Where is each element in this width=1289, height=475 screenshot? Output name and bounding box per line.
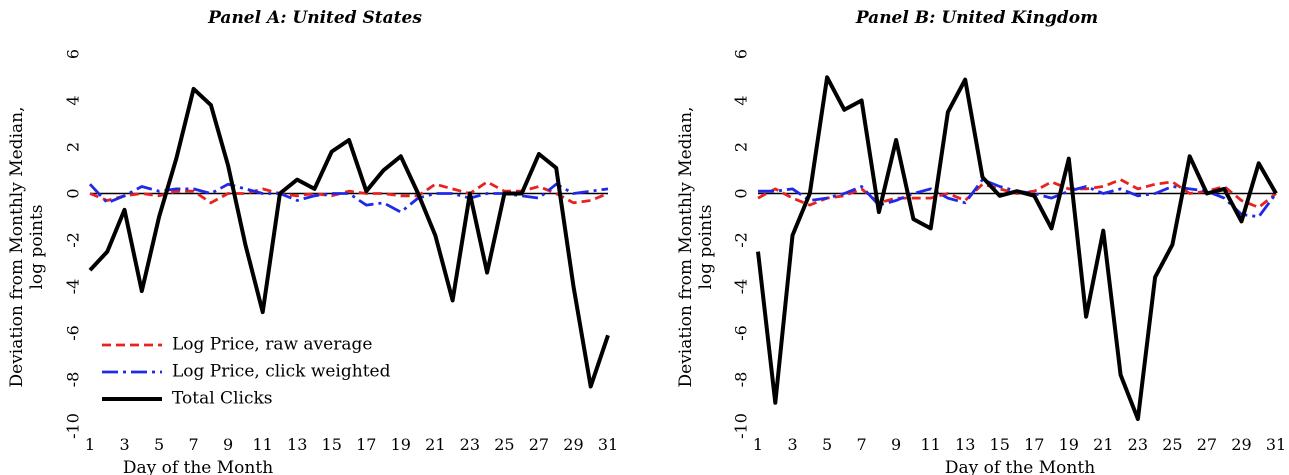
panel-a-x-tick-label: 27 xyxy=(529,435,549,454)
panel-b-title: Panel B: United Kingdom xyxy=(855,8,1098,28)
panel-a-x-tick-label: 31 xyxy=(598,435,618,454)
panel-a-x-tick-label: 29 xyxy=(563,435,583,454)
panel-a-x-tick-label: 5 xyxy=(154,435,164,454)
panel-b-y-tick-label: 0 xyxy=(732,188,751,198)
panel-b-y-tick-label: -2 xyxy=(732,232,751,248)
panel-a-y-tick-label: 0 xyxy=(64,188,83,198)
panel-b-x-tick-label: 7 xyxy=(857,435,867,454)
panel-a-legend: Log Price, raw average Log Price, click w… xyxy=(102,335,391,409)
panel-a-x-tick-label: 17 xyxy=(356,435,376,454)
panel-a-y-tick-label: 2 xyxy=(64,142,83,152)
panel-a-x-tick-label: 23 xyxy=(460,435,480,454)
panel-b-lines xyxy=(756,75,1278,421)
panel-a-y-tick-label: -10 xyxy=(64,413,83,439)
panel-b-x-tick-label: 17 xyxy=(1024,435,1044,454)
legend-label-0: Log Price, raw average xyxy=(172,335,372,355)
panel-a-x-tick-label: 3 xyxy=(119,435,129,454)
panel-b-x-axis-label: Day of the Month xyxy=(945,458,1095,475)
panel-b-x-tick-label: 19 xyxy=(1059,435,1079,454)
legend-label-1: Log Price, click weighted xyxy=(172,362,391,382)
panel-b-x-tick-label: 5 xyxy=(822,435,832,454)
panel-b-y-tick-label: -6 xyxy=(732,325,751,341)
panel-a-y-tick-label: -8 xyxy=(64,372,83,388)
panel-a-y-tick-label: 4 xyxy=(64,95,83,105)
panel-b-x-tick-label: 1 xyxy=(753,435,763,454)
panel-b-series-2-line xyxy=(756,75,1278,421)
panel-b-x-tick-label: 29 xyxy=(1231,435,1251,454)
panel-a-lines xyxy=(88,86,610,389)
panel-a-y-axis-label-line1: Deviation from Monthly Median, xyxy=(7,107,27,388)
panel-a-y-tick-label: 6 xyxy=(64,49,83,59)
legend-label-2: Total Clicks xyxy=(172,389,273,409)
panel-b-x-tick-label: 21 xyxy=(1093,435,1113,454)
panel-b-x-tick-label: 25 xyxy=(1162,435,1182,454)
panel-a-x-tick-label: 19 xyxy=(391,435,411,454)
panel-a-y-tick-label: -4 xyxy=(64,279,83,295)
panel-a-series-2-line xyxy=(88,86,610,389)
panel-a-series-1-line xyxy=(88,182,609,214)
panel-a-x-tick-label: 25 xyxy=(494,435,514,454)
panel-b-y-axis-label-line1: Deviation from Monthly Median, xyxy=(676,107,696,388)
panel-b-x-tick-label: 9 xyxy=(891,435,901,454)
panel-a-united-states: Panel A: United States Deviation from Mo… xyxy=(7,8,618,475)
panel-b-y-tick-label: -10 xyxy=(732,413,751,439)
panel-b-y-tick-label: -4 xyxy=(732,279,751,295)
panel-b-y-tick-label: 4 xyxy=(732,95,751,105)
panel-a-x-axis-label: Day of the Month xyxy=(123,458,273,475)
panel-a-y-tick-label: -6 xyxy=(64,325,83,341)
panel-b-united-kingdom: Panel B: United Kingdom Deviation from M… xyxy=(676,8,1286,475)
panel-a-x-tick-label: 1 xyxy=(85,435,95,454)
panel-b-y-tick-label: 6 xyxy=(732,49,751,59)
panel-a-x-tick-label: 21 xyxy=(425,435,445,454)
panel-b-x-tick-label: 31 xyxy=(1266,435,1286,454)
panel-a-x-tick-label: 11 xyxy=(252,435,272,454)
panel-b-x-tick-label: 13 xyxy=(955,435,975,454)
panel-b-x-tick-label: 15 xyxy=(990,435,1010,454)
panel-b-y-tick-label: -8 xyxy=(732,372,751,388)
panel-a-y-tick-label: -2 xyxy=(64,232,83,248)
panel-a-title: Panel A: United States xyxy=(207,8,422,28)
panel-a-x-tick-label: 7 xyxy=(189,435,199,454)
panel-a-x-tick-label: 15 xyxy=(322,435,342,454)
panel-b-x-tick-label: 11 xyxy=(920,435,940,454)
panel-b-x-tick-label: 23 xyxy=(1128,435,1148,454)
panel-b-y-axis-label-line2: log points xyxy=(696,204,716,289)
panel-a-x-tick-label: 13 xyxy=(287,435,307,454)
panel-b-y-tick-label: 2 xyxy=(732,142,751,152)
panel-a-x-tick-label: 9 xyxy=(223,435,233,454)
panel-b-x-tick-label: 3 xyxy=(787,435,797,454)
panel-b-x-tick-label: 27 xyxy=(1197,435,1217,454)
panel-b-series-0-line xyxy=(757,178,1277,209)
panel-a-y-axis-label-line2: log points xyxy=(27,204,47,289)
